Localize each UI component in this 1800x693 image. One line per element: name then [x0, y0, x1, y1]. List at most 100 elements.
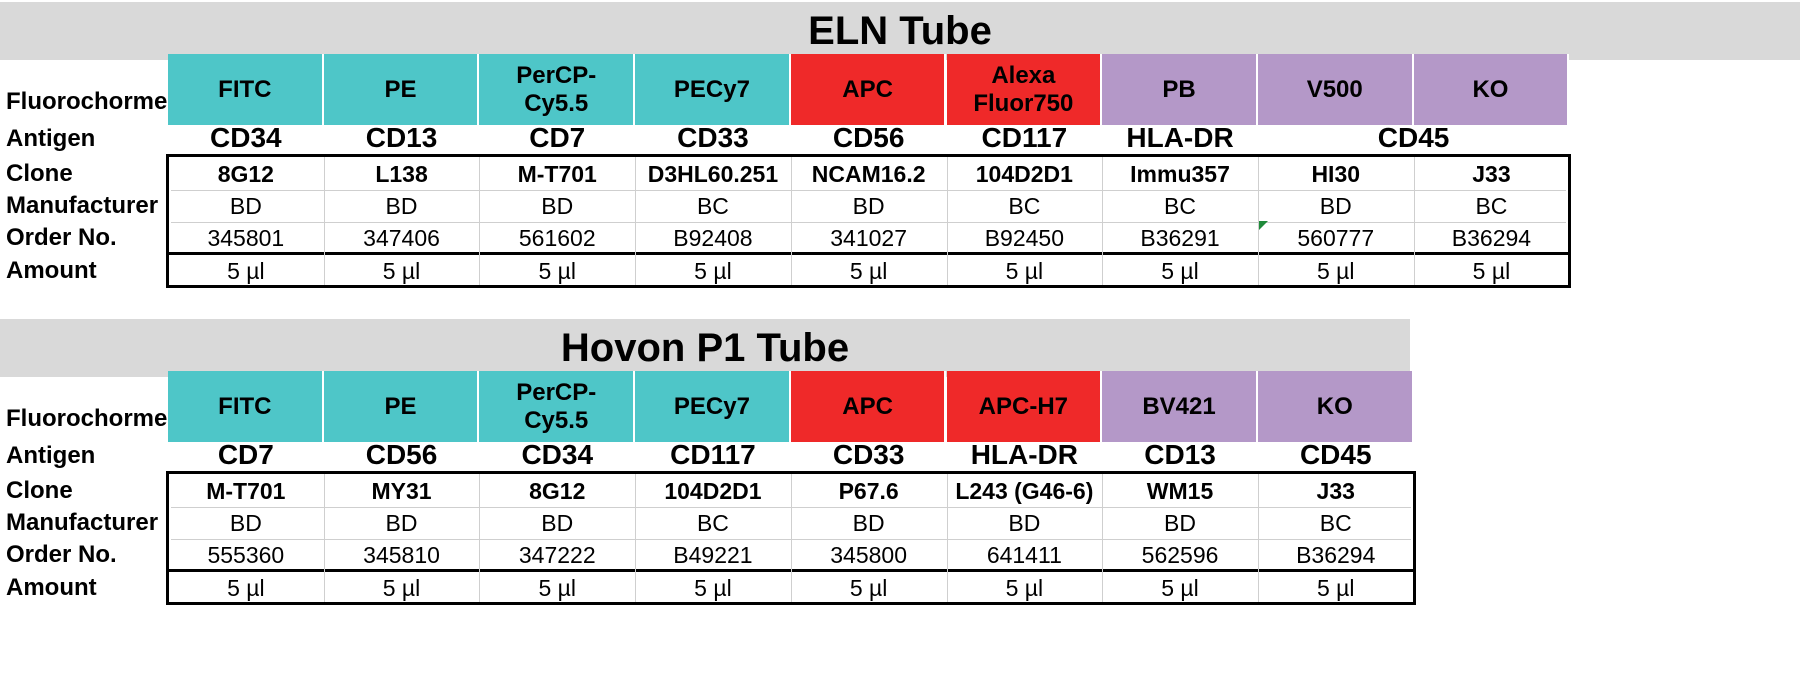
- grid-line: [1102, 474, 1104, 602]
- fluorochrome-cell: FITC: [168, 54, 324, 125]
- antigen-cell: CD45: [1299, 439, 1372, 470]
- order-no-cell: 561602: [518, 225, 596, 251]
- fluorochrome-label: BV421: [1142, 392, 1216, 420]
- fluorochrome-label: FITC: [218, 75, 272, 103]
- fluorochrome-cell: PECy7: [635, 371, 791, 442]
- manufacturer-cell: BC: [1008, 193, 1041, 219]
- clone-cell: 104D2D1: [664, 478, 762, 504]
- manufacturer-cell: BD: [852, 510, 885, 536]
- clone-cell: 8G12: [217, 161, 274, 187]
- order-no-cell: B92408: [673, 225, 753, 251]
- amount-cell: 5 µl: [1316, 258, 1355, 284]
- fluorochrome-cell: PerCP- Cy5.5: [479, 371, 636, 442]
- manufacturer-cell: BD: [229, 510, 262, 536]
- grid-line: [1102, 157, 1104, 285]
- row-label-order-no: Order No.: [6, 224, 117, 251]
- antigen-cell: HLA-DR: [970, 439, 1078, 470]
- fluorochrome-label: PB: [1162, 75, 1196, 103]
- antigen-cell: CD117: [981, 122, 1068, 153]
- manufacturer-cell: BC: [696, 193, 729, 219]
- antigen-cell: CD56: [832, 122, 905, 153]
- fluorochrome-label: Alexa Fluor750: [973, 61, 1074, 117]
- clone-cell: M-T701: [517, 161, 597, 187]
- antigen-cell: CD34: [521, 439, 594, 470]
- order-no-cell: 641411: [986, 542, 1062, 568]
- fluorochrome-cell: PerCP- Cy5.5: [479, 54, 636, 125]
- amount-cell: 5 µl: [382, 575, 421, 601]
- row-label-fluorochrome: Fluorochorme: [6, 88, 168, 115]
- manufacturer-cell: BD: [229, 193, 262, 219]
- order-no-cell: 345801: [207, 225, 285, 251]
- amount-cell: 5 µl: [538, 258, 576, 284]
- order-no-cell: B36291: [1140, 225, 1220, 251]
- order-no-cell: B92450: [984, 225, 1064, 251]
- grid-line: [1257, 157, 1259, 285]
- grid-line: [171, 507, 1411, 508]
- grid-line: [171, 539, 1411, 540]
- manufacturer-cell: BD: [385, 193, 418, 219]
- fluorochrome-label: V500: [1306, 75, 1363, 103]
- grid-line: [635, 474, 637, 602]
- manufacturer-cell: BD: [385, 510, 418, 536]
- order-no-cell: 345800: [830, 542, 908, 568]
- grid-line: [323, 474, 325, 602]
- fluorochrome-label: PE: [384, 75, 417, 103]
- order-no-cell: B36294: [1451, 225, 1532, 251]
- antigen-cell: CD7: [217, 439, 274, 470]
- fluorochrome-cell: APC: [790, 54, 947, 125]
- grid-line: [635, 157, 637, 285]
- order-no-cell: 341027: [830, 225, 908, 251]
- row-label-antigen: Antigen: [6, 442, 96, 469]
- grid-line: [946, 157, 948, 285]
- grid-line: [1413, 157, 1415, 285]
- clone-cell: 8G12: [529, 478, 586, 504]
- fluorochrome-cell: FITC: [168, 371, 324, 442]
- amount-cell: 5 µl: [227, 258, 265, 284]
- manufacturer-cell: BD: [1319, 193, 1352, 219]
- amount-cell: 5 µl: [694, 575, 732, 601]
- fluorochrome-label: KO: [1316, 392, 1353, 420]
- clone-cell: Immu357: [1130, 161, 1230, 187]
- manufacturer-cell: BD: [1008, 510, 1041, 536]
- amount-cell: 5 µl: [227, 575, 265, 601]
- panel-title: ELN Tube: [0, 2, 1800, 60]
- fluorochrome-label: PerCP- Cy5.5: [516, 61, 597, 117]
- row-label-clone: Clone: [6, 477, 73, 504]
- manufacturer-cell: BC: [1319, 510, 1352, 536]
- data-table-border: [166, 154, 1572, 288]
- row-label-antigen: Antigen: [6, 125, 96, 152]
- order-no-cell: 555360: [207, 542, 285, 568]
- fluorochrome-cell: PECy7: [635, 54, 791, 125]
- fluorochrome-cell: BV421: [1102, 371, 1258, 442]
- order-no-cell: 347406: [363, 225, 440, 251]
- row-label-clone: Clone: [6, 160, 73, 187]
- amount-cell: 5 µl: [694, 258, 732, 284]
- order-no-cell: 345810: [363, 542, 440, 568]
- fluorochrome-label: APC-H7: [978, 392, 1069, 420]
- antigen-cell: CD7: [529, 122, 586, 153]
- amount-cell: 5 µl: [1161, 575, 1199, 601]
- grid-line: [1257, 474, 1259, 602]
- fluorochrome-cell: PE: [323, 54, 480, 125]
- antigen-cell: CD45: [1377, 122, 1450, 153]
- amount-cell: 5 µl: [1005, 258, 1044, 284]
- antigen-cell: CD33: [832, 439, 905, 470]
- manufacturer-cell: BD: [541, 510, 574, 536]
- fluorochrome-cell: APC: [790, 371, 947, 442]
- row-label-amount: Amount: [6, 257, 97, 284]
- amount-cell: 5 µl: [538, 575, 576, 601]
- grid-line: [323, 157, 325, 285]
- clone-cell: M-T701: [206, 478, 286, 504]
- grid-line: [946, 474, 948, 602]
- cell-comment-marker: [1258, 221, 1268, 230]
- fluorochrome-label: PECy7: [673, 392, 750, 420]
- amount-cell: 5 µl: [1472, 258, 1511, 284]
- clone-cell: MY31: [371, 478, 432, 504]
- clone-cell: L243 (G46-6): [955, 478, 1094, 504]
- data-table-border: [166, 471, 1416, 605]
- amount-cell: 5 µl: [849, 575, 888, 601]
- clone-cell: NCAM16.2: [811, 161, 926, 187]
- grid-line: [479, 474, 481, 602]
- antigen-cell: CD34: [210, 122, 282, 153]
- clone-cell: P67.6: [838, 478, 899, 504]
